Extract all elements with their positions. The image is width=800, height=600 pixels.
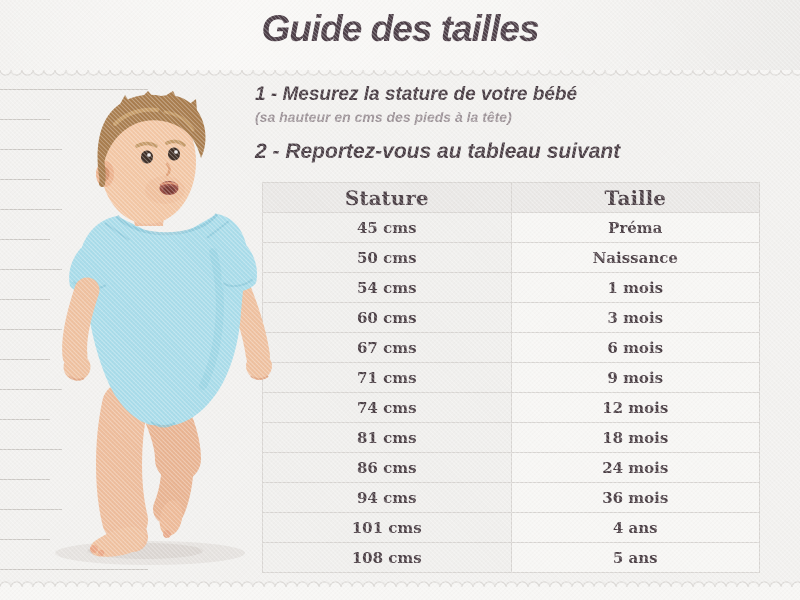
ruler-line [0, 449, 62, 450]
header-band [0, 0, 800, 70]
taille-cell: 12 mois [510, 392, 760, 423]
taille-cell: 9 mois [510, 362, 760, 393]
taille-cell: 18 mois [510, 422, 760, 453]
ruler-line [0, 119, 50, 120]
stature-cell: 60 cms [262, 302, 512, 333]
stature-cell: 101 cms [262, 512, 512, 543]
size-row: 54 cms 1 mois [262, 272, 760, 303]
scallop-edge-top [0, 70, 800, 78]
step-2-label: 2 - Reportez-vous au tableau suivant [255, 140, 621, 163]
stature-cell: 108 cms [262, 542, 512, 573]
taille-cell: 3 mois [510, 302, 760, 333]
size-row: 45 cms Préma [262, 212, 760, 243]
taille-cell: Naissance [510, 242, 760, 273]
instructions-block: 1 - Mesurez la stature de votre bébé (sa… [255, 84, 675, 164]
size-row: 108 cms 5 ans [262, 542, 760, 573]
size-row: 74 cms 12 mois [262, 392, 760, 423]
size-row: 50 cms Naissance [262, 242, 760, 273]
size-table-body: 45 cms Préma 50 cms Naissance 54 cms 1 mois 60… [262, 212, 760, 573]
step-1-note: (sa hauteur en cms des pieds à la tête) [255, 109, 512, 125]
ruler-line [0, 179, 50, 180]
ruler-line [0, 299, 50, 300]
ruler-line [0, 89, 148, 90]
size-table-header: Stature Taille [262, 182, 760, 213]
stature-cell: 54 cms [262, 272, 512, 303]
baby-illustration-group [55, 91, 272, 565]
ruler-line [0, 509, 62, 510]
taille-cell: Préma [510, 212, 760, 243]
baby-eye-right [168, 147, 180, 161]
stature-cell: 86 cms [262, 452, 512, 483]
header-row: Stature Taille [262, 182, 760, 213]
column-header-stature: Stature [262, 182, 512, 213]
taille-cell: 24 mois [510, 452, 760, 483]
stature-cell: 67 cms [262, 332, 512, 363]
tiptoe-foot [159, 500, 183, 536]
ruler-line [0, 539, 50, 540]
ruler-line [0, 269, 62, 270]
taille-cell: 36 mois [510, 482, 760, 513]
column-header-taille: Taille [510, 182, 760, 213]
stature-cell: 94 cms [262, 482, 512, 513]
ruler-line [0, 209, 62, 210]
stature-cell: 50 cms [262, 242, 512, 273]
taille-cell: 1 mois [510, 272, 760, 303]
footer-band [0, 587, 800, 600]
baby-eye-left [141, 150, 153, 164]
ruler-line [0, 149, 62, 150]
page-title: Guide des tailles [261, 8, 539, 49]
size-row: 94 cms 36 mois [262, 482, 760, 513]
size-row: 67 cms 6 mois [262, 332, 760, 363]
ruler-line [0, 239, 50, 240]
ruler-line [0, 359, 50, 360]
stature-cell: 81 cms [262, 422, 512, 453]
taille-cell: 6 mois [510, 332, 760, 363]
stature-cell: 71 cms [262, 362, 512, 393]
ruler-line [0, 479, 50, 480]
ruler-line [0, 419, 50, 420]
ruler-line [0, 569, 148, 570]
taille-cell: 4 ans [510, 512, 760, 543]
ruler-line [0, 329, 62, 330]
size-table: Stature Taille 45 cms Préma 50 cms Naissanc… [262, 182, 760, 573]
baby-photo [55, 91, 272, 565]
flat-foot [90, 526, 146, 557]
size-row: 81 cms 18 mois [262, 422, 760, 453]
step-1-label: 1 - Mesurez la stature de votre bébé [255, 84, 578, 105]
taille-cell: 5 ans [510, 542, 760, 573]
size-row: 86 cms 24 mois [262, 452, 760, 483]
ruler-line [0, 389, 62, 390]
stature-cell: 74 cms [262, 392, 512, 423]
size-row: 60 cms 3 mois [262, 302, 760, 333]
size-row: 71 cms 9 mois [262, 362, 760, 393]
size-row: 101 cms 4 ans [262, 512, 760, 543]
scallop-edge-bottom [0, 579, 800, 587]
